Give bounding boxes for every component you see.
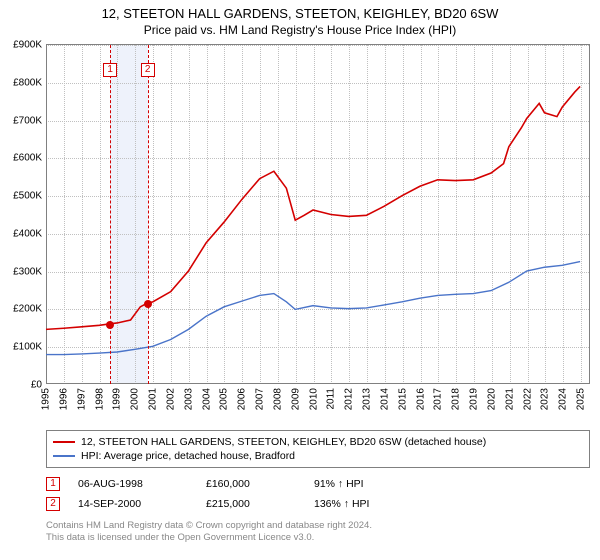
xtick-label: 2017 [433, 388, 444, 410]
xtick-label: 2021 [504, 388, 515, 410]
xtick-label: 2010 [308, 388, 319, 410]
legend: 12, STEETON HALL GARDENS, STEETON, KEIGH… [46, 430, 590, 468]
event-marker-icon: 1 [46, 477, 60, 491]
xtick-label: 2014 [379, 388, 390, 410]
footer-line: Contains HM Land Registry data © Crown c… [46, 520, 590, 532]
xtick-label: 2008 [272, 388, 283, 410]
event-marker-icon: 2 [46, 497, 60, 511]
event-date: 06-AUG-1998 [78, 478, 188, 490]
xtick-label: 1998 [94, 388, 105, 410]
ytick-label: £100K [13, 342, 42, 353]
xtick-label: 2016 [415, 388, 426, 410]
legend-label: 12, STEETON HALL GARDENS, STEETON, KEIGH… [81, 436, 486, 448]
event-date: 14-SEP-2000 [78, 498, 188, 510]
legend-swatch [53, 441, 75, 443]
xtick-label: 1999 [112, 388, 123, 410]
series-price_paid [46, 86, 580, 329]
event-vline [148, 45, 149, 384]
xtick-label: 2003 [183, 388, 194, 410]
ytick-label: £600K [13, 153, 42, 164]
xtick-label: 2018 [451, 388, 462, 410]
xtick-label: 2004 [201, 388, 212, 410]
event-table: 1 06-AUG-1998 £160,000 91% ↑ HPI 2 14-SE… [46, 474, 590, 514]
xtick-label: 2002 [165, 388, 176, 410]
ytick-label: £500K [13, 191, 42, 202]
xtick-label: 2024 [558, 388, 569, 410]
footer-line: This data is licensed under the Open Gov… [46, 532, 590, 544]
legend-swatch [53, 455, 75, 457]
xtick-label: 2023 [540, 388, 551, 410]
plot-area: £0£100K£200K£300K£400K£500K£600K£700K£80… [46, 44, 590, 384]
xtick-label: 2007 [255, 388, 266, 410]
footer-attribution: Contains HM Land Registry data © Crown c… [46, 520, 590, 545]
xtick-label: 2019 [469, 388, 480, 410]
xtick-label: 2022 [522, 388, 533, 410]
event-pct: 91% ↑ HPI [314, 478, 394, 490]
ytick-label: £400K [13, 228, 42, 239]
legend-item: 12, STEETON HALL GARDENS, STEETON, KEIGH… [53, 435, 583, 449]
xtick-label: 2009 [290, 388, 301, 410]
xtick-label: 1997 [76, 388, 87, 410]
ytick-label: £900K [13, 40, 42, 51]
legend-item: HPI: Average price, detached house, Brad… [53, 449, 583, 463]
event-dot [106, 321, 114, 329]
xtick-label: 2012 [344, 388, 355, 410]
xtick-label: 2011 [326, 388, 337, 410]
xtick-label: 2013 [362, 388, 373, 410]
chart-title: 12, STEETON HALL GARDENS, STEETON, KEIGH… [0, 6, 600, 21]
ytick-label: £200K [13, 304, 42, 315]
xtick-label: 2005 [219, 388, 230, 410]
chart-container: 12, STEETON HALL GARDENS, STEETON, KEIGH… [0, 0, 600, 560]
series-hpi [46, 262, 580, 355]
event-price: £160,000 [206, 478, 296, 490]
line-series-svg [46, 45, 589, 384]
xtick-label: 2006 [237, 388, 248, 410]
legend-label: HPI: Average price, detached house, Brad… [81, 450, 295, 462]
xtick-label: 1996 [58, 388, 69, 410]
xtick-label: 2000 [130, 388, 141, 410]
event-row: 1 06-AUG-1998 £160,000 91% ↑ HPI [46, 474, 590, 494]
ytick-label: £700K [13, 115, 42, 126]
ytick-label: £800K [13, 77, 42, 88]
chart-subtitle: Price paid vs. HM Land Registry's House … [0, 23, 600, 37]
event-marker-icon: 1 [103, 63, 117, 77]
xtick-label: 2025 [576, 388, 587, 410]
event-row: 2 14-SEP-2000 £215,000 136% ↑ HPI [46, 494, 590, 514]
xtick-label: 2001 [148, 388, 159, 410]
xtick-label: 2015 [397, 388, 408, 410]
ytick-label: £300K [13, 266, 42, 277]
xtick-label: 1995 [41, 388, 52, 410]
event-dot [144, 300, 152, 308]
event-price: £215,000 [206, 498, 296, 510]
event-pct: 136% ↑ HPI [314, 498, 394, 510]
event-vline [110, 45, 111, 384]
event-marker-icon: 2 [141, 63, 155, 77]
xtick-label: 2020 [486, 388, 497, 410]
title-block: 12, STEETON HALL GARDENS, STEETON, KEIGH… [0, 0, 600, 39]
